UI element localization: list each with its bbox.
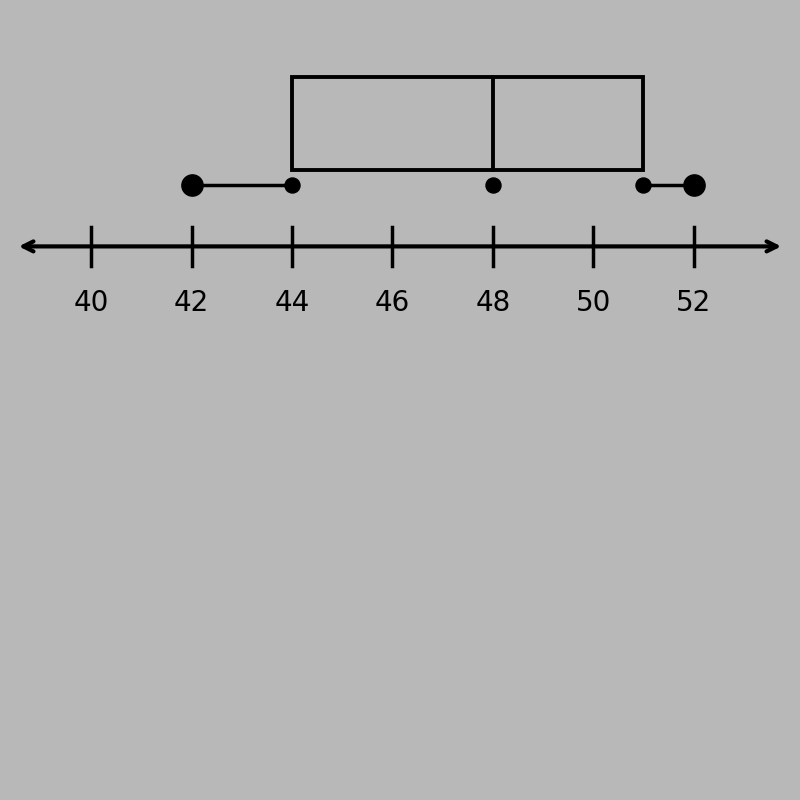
Bar: [292, 78, 643, 170]
Point: [637, 178, 650, 191]
Point: [687, 178, 700, 191]
Text: 52: 52: [676, 289, 711, 317]
Text: 42: 42: [174, 289, 210, 317]
Point: [286, 178, 298, 191]
Text: 50: 50: [575, 289, 611, 317]
Text: 48: 48: [475, 289, 510, 317]
Point: [486, 178, 499, 191]
Text: 44: 44: [274, 289, 310, 317]
Point: [186, 178, 198, 191]
Text: 46: 46: [375, 289, 410, 317]
Text: 40: 40: [74, 289, 109, 317]
